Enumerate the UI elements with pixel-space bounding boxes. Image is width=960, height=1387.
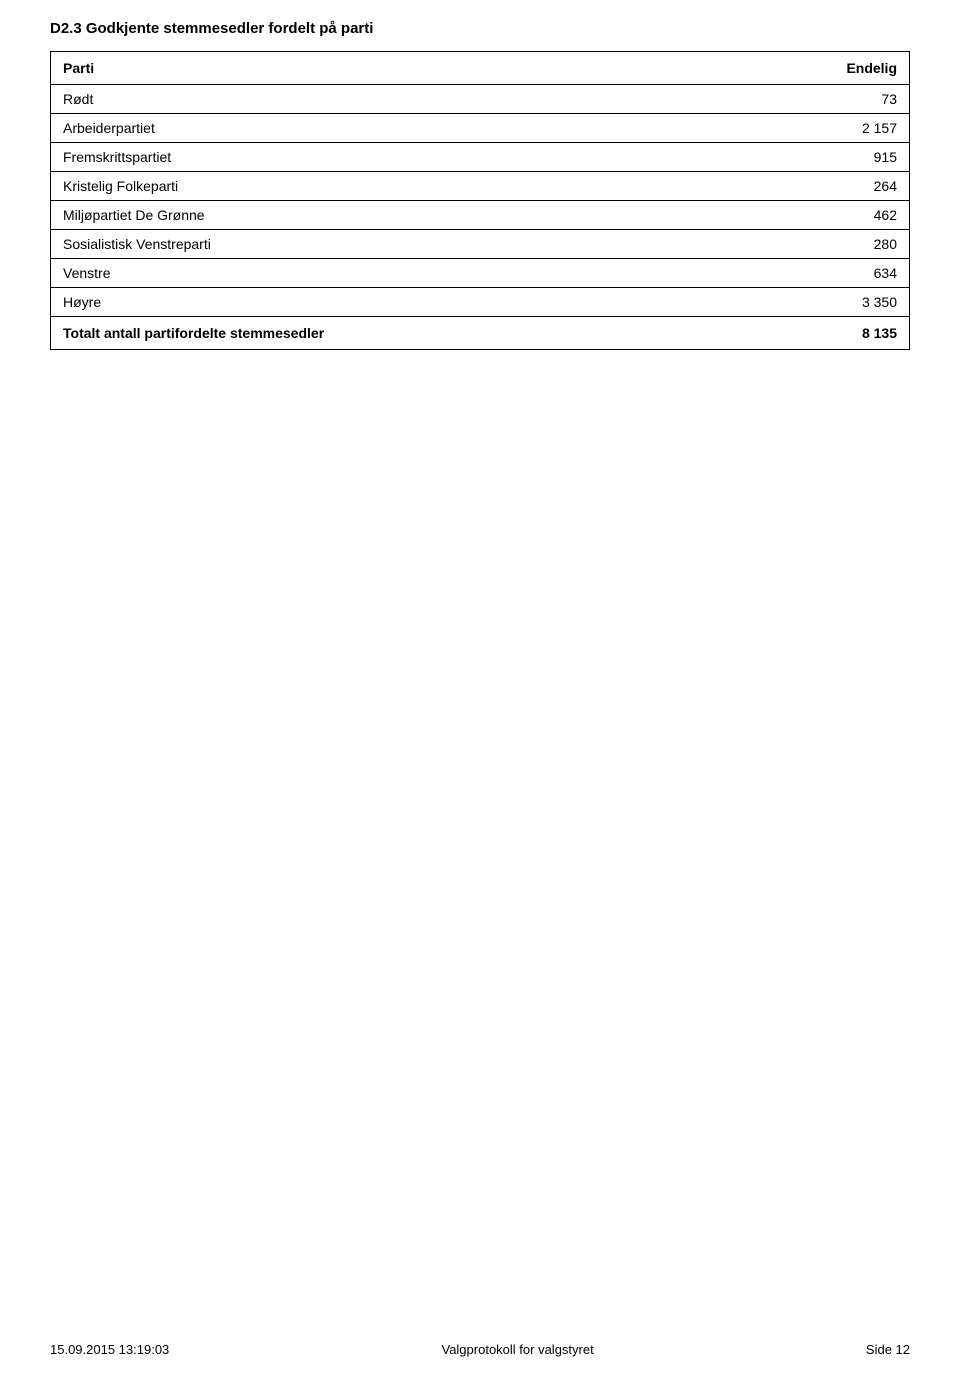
cell-value: 915 [695,143,910,172]
table-row: Arbeiderpartiet 2 157 [51,114,910,143]
cell-value: 264 [695,172,910,201]
table-row: Sosialistisk Venstreparti 280 [51,230,910,259]
party-table: Parti Endelig Rødt 73 Arbeiderpartiet 2 … [50,51,910,350]
table-row: Fremskrittspartiet 915 [51,143,910,172]
footer-center: Valgprotokoll for valgstyret [441,1342,593,1357]
header-value: Endelig [695,52,910,85]
cell-party: Fremskrittspartiet [51,143,695,172]
table-row: Rødt 73 [51,85,910,114]
table-total-row: Totalt antall partifordelte stemmesedler… [51,317,910,350]
page-footer: 15.09.2015 13:19:03 Valgprotokoll for va… [50,1342,910,1357]
cell-party: Rødt [51,85,695,114]
total-label: Totalt antall partifordelte stemmesedler [51,317,695,350]
table-header-row: Parti Endelig [51,52,910,85]
footer-page: Side 12 [866,1342,910,1357]
cell-value: 280 [695,230,910,259]
table-row: Venstre 634 [51,259,910,288]
cell-party: Sosialistisk Venstreparti [51,230,695,259]
footer-timestamp: 15.09.2015 13:19:03 [50,1342,169,1357]
cell-party: Arbeiderpartiet [51,114,695,143]
header-party: Parti [51,52,695,85]
cell-value: 73 [695,85,910,114]
total-value: 8 135 [695,317,910,350]
cell-value: 2 157 [695,114,910,143]
cell-value: 634 [695,259,910,288]
section-title: D2.3 Godkjente stemmesedler fordelt på p… [50,20,910,37]
cell-value: 462 [695,201,910,230]
table-row: Kristelig Folkeparti 264 [51,172,910,201]
table-row: Miljøpartiet De Grønne 462 [51,201,910,230]
cell-party: Kristelig Folkeparti [51,172,695,201]
cell-party: Høyre [51,288,695,317]
table-row: Høyre 3 350 [51,288,910,317]
cell-party: Miljøpartiet De Grønne [51,201,695,230]
cell-party: Venstre [51,259,695,288]
cell-value: 3 350 [695,288,910,317]
